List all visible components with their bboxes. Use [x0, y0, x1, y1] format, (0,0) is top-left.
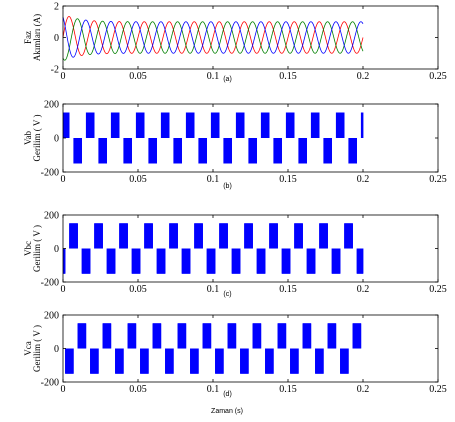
y-tick-label: 0: [54, 244, 59, 255]
x-tick-label: 0: [61, 174, 66, 185]
subplot-caption: (b): [223, 183, 232, 190]
subplot-caption: (a): [223, 76, 232, 83]
y-axis-label: Gerilim ( V ): [32, 225, 42, 272]
x-tick-label: 0.25: [429, 284, 447, 295]
y-axis-label: Akımları (A): [32, 14, 42, 61]
x-tick-label: 0.2: [357, 284, 370, 295]
y-tick-label: -200: [41, 168, 59, 179]
x-tick-label: 0.05: [129, 174, 147, 185]
x-tick-label: 0.05: [129, 71, 147, 82]
phase-current-line-0: [62, 16, 364, 56]
y-axis-label: Vbc: [23, 241, 33, 256]
x-tick-label: 0.1: [207, 174, 220, 185]
y-axis-label: Vab: [23, 131, 33, 145]
y-axis-label: Faz: [23, 31, 33, 44]
y-axis-label: Gerilim ( V ): [32, 115, 42, 162]
y-tick-label: -200: [41, 278, 59, 289]
x-tick-label: 0.15: [279, 174, 297, 185]
x-tick-label: 0.15: [279, 71, 297, 82]
y-tick-label: -2: [51, 65, 59, 76]
x-tick-label: 0.25: [429, 174, 447, 185]
y-tick-label: 2: [54, 2, 59, 13]
x-tick-label: 0.15: [279, 284, 297, 295]
y-tick-label: 200: [44, 100, 59, 111]
x-tick-label: 0.2: [357, 174, 370, 185]
x-tick-label: 0: [61, 284, 66, 295]
x-tick-label: 0.25: [429, 71, 447, 82]
phase-current-line-1: [62, 18, 364, 61]
x-tick-label: 0: [61, 71, 66, 82]
subplot-caption: (c): [223, 291, 231, 298]
y-tick-label: 200: [44, 211, 59, 222]
y-tick-label: 0: [54, 33, 59, 44]
x-tick-label: 0.05: [129, 284, 147, 295]
phase-current-line-2: [62, 16, 364, 58]
x-tick-label: 0.1: [207, 71, 220, 82]
x-tick-label: 0.2: [357, 71, 370, 82]
y-tick-label: 0: [54, 134, 59, 145]
x-tick-label: 0.1: [207, 284, 220, 295]
